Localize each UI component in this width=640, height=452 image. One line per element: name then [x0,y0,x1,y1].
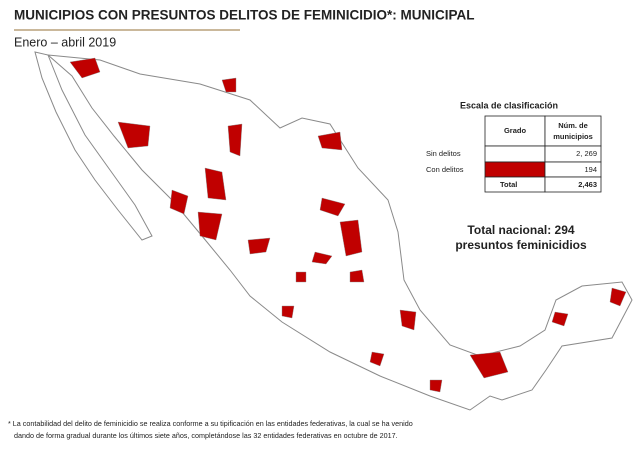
municipio [339,219,363,257]
municipio [429,379,443,393]
municipio [281,305,295,319]
municipio [221,77,237,93]
table-cell [484,115,546,147]
row-value: 194 [584,165,597,174]
table-cell [544,176,602,193]
baja-california [34,51,153,241]
mainland [46,54,633,411]
legend-title: Escala de clasificación [460,100,558,110]
municipio [469,351,509,379]
municipio [227,123,243,157]
municipio [169,189,189,215]
row-label: Total [500,180,517,189]
map [34,51,633,411]
total-line: Total nacional: 294 [467,223,574,237]
municipio [349,269,365,283]
subtitle: Enero – abril 2019 [14,35,116,49]
municipio [311,251,333,265]
municipio [369,351,385,367]
row-label: Con delitos [426,165,464,174]
municipio [69,57,101,79]
municipio [319,197,346,217]
municipio [197,211,223,241]
table-cell [484,145,546,163]
municipio [399,309,417,331]
total-line: presuntos feminicidios [455,238,587,252]
municipio [247,237,271,255]
municipios-con-delitos [69,57,627,393]
municipio [204,167,227,201]
row-label: Sin delitos [426,149,461,158]
legend: Escala de clasificación Grado Núm. de mu… [426,100,602,193]
row-value: 2, 269 [576,149,597,158]
footnote: * La contabilidad del delito de feminici… [8,419,413,428]
footnote: dando de forma gradual durante los últim… [14,431,398,440]
municipio [117,121,151,149]
title: MUNICIPIOS CON PRESUNTOS DELITOS DE FEMI… [14,8,475,23]
color-swatch [484,161,546,178]
column-header: municipios [553,132,593,141]
table-cell [544,115,602,147]
municipio [551,311,569,327]
row-value: 2,463 [578,180,597,189]
column-header: Grado [504,126,527,135]
municipio [317,131,343,151]
municipio [609,287,627,307]
municipio [295,271,307,283]
column-header: Núm. de [558,121,588,130]
